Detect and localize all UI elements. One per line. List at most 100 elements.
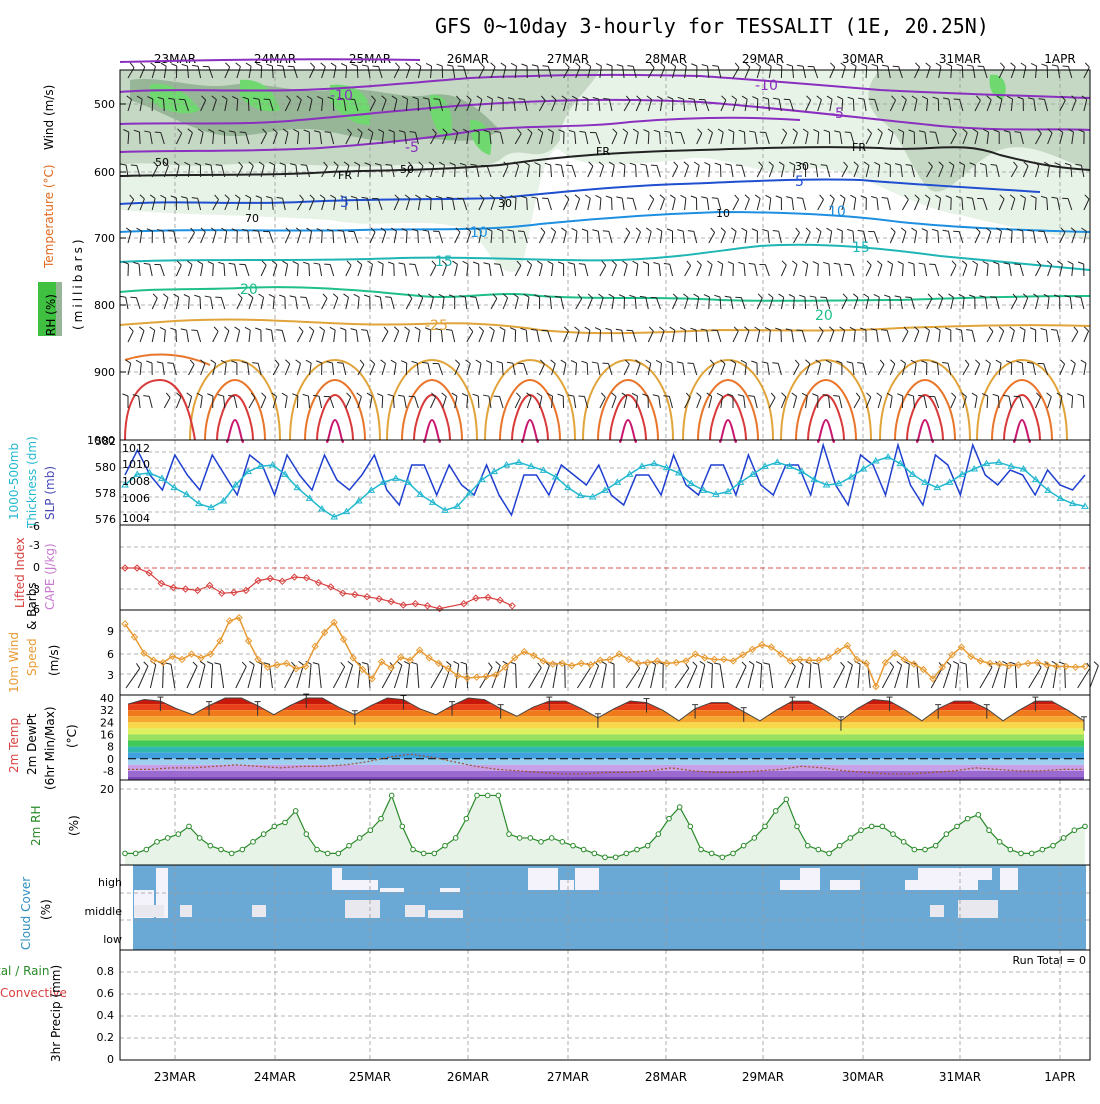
precip-tick: 0.8 [97,965,115,978]
wind-barb [712,65,718,66]
rh-point [880,824,885,829]
wind-barb [192,198,198,199]
rh-tick: 20 [100,783,114,796]
temp-tick: 32 [100,704,114,717]
wind-barb [518,99,524,100]
wind-barb [538,663,542,668]
rh-point [539,840,544,845]
wind-barb [167,363,173,364]
ylabel-wind10: 10m Wind [7,632,21,693]
wind-barb [785,666,796,688]
wind-barb [1085,63,1089,67]
rh-point [485,793,490,798]
rh-point [944,832,949,837]
wind-barb [216,165,222,166]
rh-point [336,851,341,856]
wind-barb [651,665,656,688]
rh-point [677,805,682,810]
wind-barb [542,66,548,67]
contour-label: 30 [498,197,512,210]
upper-air-panel: -10 -10 -5 -5 FR FR FR 5 5 10 10 10 15 1… [87,59,1090,447]
cloud-gap [978,868,992,880]
wind-barb [890,662,894,667]
date-label: 23MAR [154,52,196,66]
rh-point [1072,828,1077,833]
rh-point [1040,847,1045,852]
wind-barb [748,396,754,397]
rh-point [400,824,405,829]
wind-barb [663,396,669,397]
wind-barb [736,666,746,688]
rh-point [976,812,981,817]
wind-barb [1011,63,1016,67]
contour-label: FR [852,141,866,154]
wind-barb [348,661,353,665]
wind-barb [1078,668,1091,688]
temp-band [128,734,1084,740]
rh-point [304,832,309,837]
rh-point [581,847,586,852]
rh-point [549,836,554,841]
wind-barb [742,662,746,666]
wind-barb [956,664,959,688]
cloud-tick: low [103,933,122,946]
rh-point [720,855,725,860]
wind-barb [1094,662,1098,666]
wind-barb [491,63,496,67]
wind-barb [881,330,887,331]
wind-barb [480,667,492,688]
wind-barb [769,664,772,688]
wind-barb [321,63,326,67]
rh-point [784,797,789,802]
cloud-gap [332,868,342,890]
wind-barb [712,198,718,199]
wind-barb [246,63,251,66]
rh-point [123,851,128,856]
wind-barb [797,198,803,199]
pressure-tick: 600 [94,166,115,179]
wind-barb [866,66,867,78]
rh-point [645,843,650,848]
wind-barb [346,665,353,688]
wind-barb [213,264,214,276]
wind-barb [260,664,262,688]
rh-point [325,851,330,856]
wind-barb [516,664,517,688]
wind-barb [648,132,649,144]
cloud-gap [780,880,820,890]
cloud-tick: high [98,876,122,889]
precip-tick: 0.2 [97,1031,115,1044]
temp-tick: 0 [107,753,114,766]
date-label: 27MAR [547,52,589,66]
precip-axis: 0.80.60.40.20 [97,965,115,1066]
wind-barb [333,667,344,688]
ylabel-rh: RH (%) [44,294,58,336]
wind-barb [1039,99,1045,100]
wind-barb [1090,666,1099,688]
cloud-gap [560,880,574,890]
rh-point [688,824,693,829]
rh-point [699,847,704,852]
date-label: 25MAR [349,1070,391,1084]
rh-point [571,843,576,848]
wind-barb [395,63,399,67]
temp-color-bands [128,692,1084,783]
li-tick: 0 [33,561,40,574]
cloud-gap [830,880,860,890]
rh-point [1019,851,1024,856]
wind-barb [930,132,936,133]
precip-tick: 0.4 [97,1009,115,1022]
rh-point [763,824,768,829]
wind-barb [434,99,440,100]
wind-barb [496,662,501,666]
wind-barb [927,231,928,243]
rh-point [752,836,757,841]
wind-barb [410,132,416,133]
wind10-tick: 6 [107,648,114,661]
wind-barb [322,231,323,243]
wind-barb [252,363,258,364]
wind-barb [1021,63,1026,66]
precip-grid [120,950,1090,1060]
